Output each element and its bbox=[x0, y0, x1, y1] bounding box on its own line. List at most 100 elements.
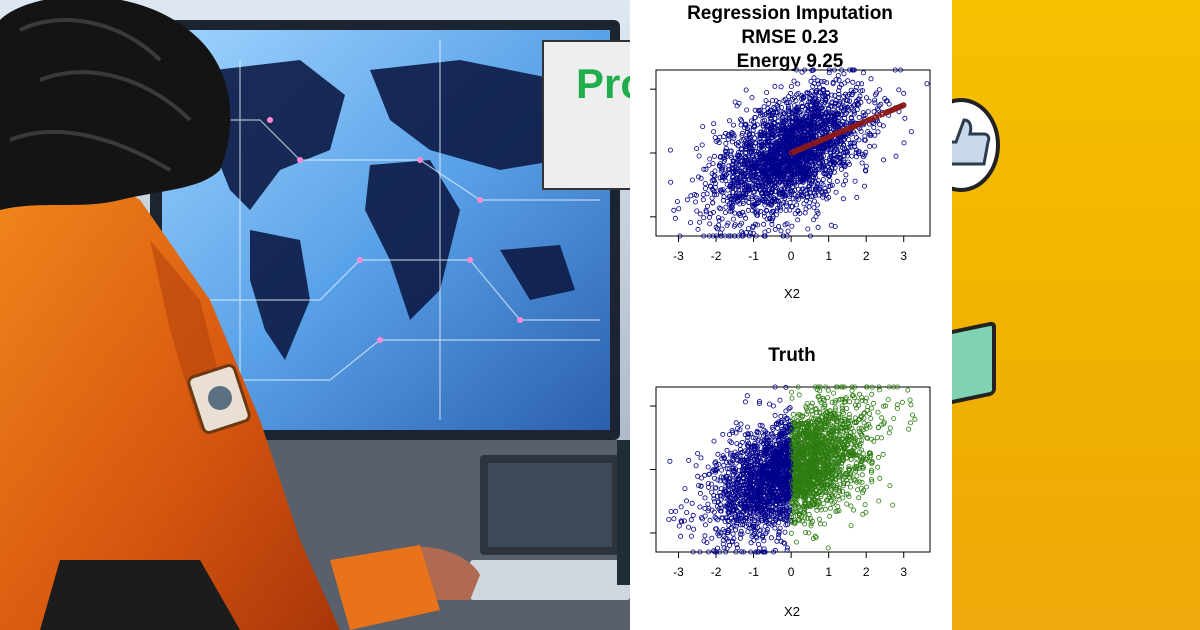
observed-point bbox=[824, 80, 830, 86]
observed-point bbox=[819, 156, 825, 162]
observed-point bbox=[826, 70, 832, 76]
observed-point bbox=[749, 194, 755, 200]
observed-point bbox=[758, 196, 764, 202]
observed-point bbox=[802, 210, 808, 216]
observed-point bbox=[862, 152, 868, 158]
observed-point bbox=[778, 105, 784, 111]
observed-point bbox=[707, 221, 713, 227]
observed-point bbox=[731, 158, 737, 164]
observed-point bbox=[858, 88, 864, 94]
observed-point bbox=[788, 90, 794, 96]
truth-point bbox=[832, 407, 838, 413]
observed-point bbox=[696, 174, 702, 180]
chart-panel: Regression Imputation RMSE 0.23 Energy 9… bbox=[630, 0, 952, 630]
observed-point bbox=[768, 142, 774, 148]
observed-point bbox=[802, 188, 808, 194]
observed-point bbox=[701, 215, 707, 221]
observed-point bbox=[815, 224, 821, 230]
observed-point bbox=[838, 166, 844, 172]
truth-point bbox=[844, 405, 850, 411]
observed-point bbox=[780, 233, 786, 239]
truth-point bbox=[858, 431, 864, 437]
observed-point bbox=[776, 100, 782, 106]
truth-point bbox=[748, 549, 754, 555]
observed-point bbox=[872, 132, 878, 138]
observed-point bbox=[773, 198, 779, 204]
observed-point bbox=[754, 201, 760, 207]
observed-point bbox=[779, 163, 785, 169]
observed-point bbox=[801, 174, 807, 180]
x-tick-label: 3 bbox=[900, 249, 907, 263]
observed-point bbox=[807, 120, 813, 126]
truth-point bbox=[869, 384, 875, 390]
observed-point bbox=[716, 205, 722, 211]
observed-point bbox=[850, 79, 856, 85]
truth-point bbox=[848, 523, 854, 529]
x-tick-label: -3 bbox=[673, 249, 684, 263]
imputed-point bbox=[873, 114, 879, 120]
observed-point bbox=[727, 148, 733, 154]
observed-point bbox=[739, 130, 745, 136]
observed-point bbox=[816, 89, 822, 95]
truth-point bbox=[771, 549, 777, 555]
observed-point bbox=[791, 78, 797, 84]
observed-point bbox=[701, 233, 707, 239]
truth-point bbox=[684, 510, 690, 516]
truth-point bbox=[734, 545, 740, 551]
x-tick-label: -1 bbox=[748, 249, 759, 263]
observed-point bbox=[811, 217, 817, 223]
truth-point bbox=[852, 384, 858, 390]
truth-point bbox=[731, 485, 737, 491]
observed-point bbox=[800, 178, 806, 184]
observed-point bbox=[830, 79, 836, 85]
observed-point bbox=[809, 68, 815, 74]
observed-point bbox=[737, 173, 743, 179]
observed-point bbox=[744, 107, 750, 113]
truth-point bbox=[856, 495, 862, 501]
observed-point bbox=[795, 108, 801, 114]
observed-point bbox=[767, 215, 773, 221]
observed-point bbox=[842, 178, 848, 184]
truth-point bbox=[782, 529, 788, 535]
observed-point bbox=[742, 167, 748, 173]
truth-point bbox=[823, 412, 829, 418]
observed-point bbox=[735, 233, 741, 239]
observed-point bbox=[765, 101, 771, 107]
observed-point bbox=[784, 221, 790, 227]
observed-point bbox=[817, 113, 823, 119]
truth-point bbox=[707, 517, 713, 523]
truth-point bbox=[739, 549, 745, 555]
observed-point bbox=[835, 111, 841, 117]
observed-point bbox=[787, 194, 793, 200]
observed-point bbox=[874, 90, 880, 96]
observed-point bbox=[755, 108, 761, 114]
observed-point bbox=[799, 191, 805, 197]
thumbs-up-icon bbox=[952, 98, 1000, 192]
observed-point bbox=[728, 196, 734, 202]
observed-point bbox=[731, 133, 737, 139]
observed-point bbox=[794, 160, 800, 166]
observed-point bbox=[735, 178, 741, 184]
truth-point bbox=[678, 533, 684, 539]
observed-point bbox=[840, 144, 846, 150]
observed-point bbox=[857, 93, 863, 99]
truth-point bbox=[845, 491, 851, 497]
tag-icon bbox=[952, 320, 996, 406]
observed-point bbox=[855, 97, 861, 103]
observed-point bbox=[760, 118, 766, 124]
observed-point bbox=[705, 203, 711, 209]
observed-point bbox=[811, 159, 817, 165]
truth-point bbox=[876, 387, 882, 393]
observed-point bbox=[876, 103, 882, 109]
imputed-point bbox=[886, 108, 893, 114]
observed-point bbox=[719, 226, 725, 232]
observed-point bbox=[786, 111, 792, 117]
illustration-hacker bbox=[0, 0, 630, 630]
observed-point bbox=[748, 150, 754, 156]
truth-point bbox=[827, 513, 833, 519]
observed-point bbox=[789, 189, 795, 195]
truth-point bbox=[715, 517, 721, 523]
truth-point bbox=[772, 437, 778, 443]
observed-point bbox=[797, 127, 803, 133]
truth-point bbox=[697, 490, 703, 496]
